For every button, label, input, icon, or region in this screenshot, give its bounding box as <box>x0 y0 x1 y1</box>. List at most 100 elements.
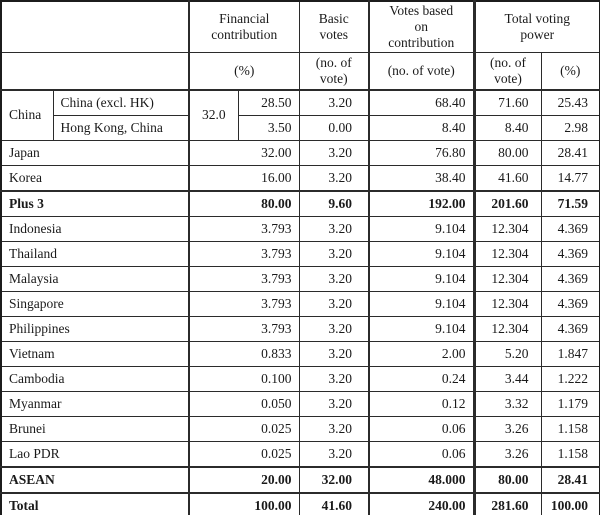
cell-financial-pct: 3.793 <box>188 266 300 292</box>
cell-total-votes: 12.304 <box>472 291 542 317</box>
cell-basic-votes: 3.20 <box>298 216 370 242</box>
cell-basic-votes: 3.20 <box>298 316 370 342</box>
stub-cell <box>0 0 190 53</box>
header-financial-contribution: Financial contribution <box>188 0 300 53</box>
cell-total-pct: 25.43 <box>540 89 600 116</box>
cell-financial-pct: 0.833 <box>188 341 300 367</box>
row-label: Vietnam <box>0 341 190 367</box>
header-row-units: (%) (no. of vote) (no. of vote) (no. of … <box>0 52 600 91</box>
cell-basic-votes: 3.20 <box>298 366 370 392</box>
table-row-plus3-subtotal: Plus 3 80.00 9.60 192.00 201.60 71.59 <box>0 190 600 217</box>
cell-total-pct: 4.369 <box>540 216 600 242</box>
table-row-thailand: Thailand 3.793 3.20 9.104 12.304 4.369 <box>0 241 600 267</box>
cell-votes-based: 9.104 <box>368 266 475 292</box>
cell-total-pct: 1.847 <box>540 341 600 367</box>
cell-total-votes: 3.26 <box>472 441 542 468</box>
cell-financial-pct: 20.00 <box>188 466 300 494</box>
stub-cell <box>0 52 190 91</box>
subheader-basic-votes-unit: (no. of vote) <box>298 52 370 91</box>
table-row-malaysia: Malaysia 3.793 3.20 9.104 12.304 4.369 <box>0 266 600 292</box>
row-label: Singapore <box>0 291 190 317</box>
row-label: China (excl. HK) <box>52 89 190 116</box>
cell-basic-votes: 0.00 <box>298 115 370 141</box>
cell-basic-votes: 3.20 <box>298 391 370 417</box>
cell-total-pct: 1.179 <box>540 391 600 417</box>
row-label: Cambodia <box>0 366 190 392</box>
cell-basic-votes: 3.20 <box>298 140 370 166</box>
cell-votes-based: 240.00 <box>368 492 475 515</box>
cell-total-pct: 1.158 <box>540 416 600 442</box>
cell-total-pct: 2.98 <box>540 115 600 141</box>
cell-total-votes: 80.00 <box>472 140 542 166</box>
cell-votes-based: 192.00 <box>368 190 475 217</box>
cell-financial-pct: 0.025 <box>188 416 300 442</box>
cell-basic-votes: 3.20 <box>298 165 370 192</box>
cell-financial-pct: 0.050 <box>188 391 300 417</box>
cell-financial-pct: 3.50 <box>237 115 300 141</box>
cell-total-votes: 3.32 <box>472 391 542 417</box>
row-label: Myanmar <box>0 391 190 417</box>
cell-total-pct: 28.41 <box>540 140 600 166</box>
cell-basic-votes: 32.00 <box>298 466 370 494</box>
table-row-asean-subtotal: ASEAN 20.00 32.00 48.000 80.00 28.41 <box>0 466 600 494</box>
row-label: Plus 3 <box>0 190 190 217</box>
cell-financial-pct: 3.793 <box>188 316 300 342</box>
cell-financial-pct: 100.00 <box>188 492 300 515</box>
subheader-votes-based-unit: (no. of vote) <box>368 52 475 91</box>
row-label: Philippines <box>0 316 190 342</box>
cell-total-votes: 41.60 <box>472 165 542 192</box>
row-label: ASEAN <box>0 466 190 494</box>
cell-total-votes: 71.60 <box>472 89 542 116</box>
cell-total-votes: 12.304 <box>472 316 542 342</box>
cell-total-votes: 12.304 <box>472 266 542 292</box>
header-row-groups: Financial contribution Basic votes Votes… <box>0 0 600 53</box>
cell-total-pct: 4.369 <box>540 241 600 267</box>
cell-votes-based: 9.104 <box>368 216 475 242</box>
table-row-vietnam: Vietnam 0.833 3.20 2.00 5.20 1.847 <box>0 341 600 367</box>
table-row-china-excl-hk: China China (excl. HK) 32.0 28.50 3.20 6… <box>0 89 600 141</box>
cell-votes-based: 0.06 <box>368 441 475 468</box>
cell-votes-based: 0.24 <box>368 366 475 392</box>
table-row-hong-kong: Hong Kong, China 3.50 0.00 8.40 8.40 2.9… <box>1 115 600 141</box>
cell-total-pct: 4.369 <box>540 316 600 342</box>
table-row-lao-pdr: Lao PDR 0.025 3.20 0.06 3.26 1.158 <box>0 441 600 468</box>
row-label: Japan <box>0 140 190 166</box>
table-row-singapore: Singapore 3.793 3.20 9.104 12.304 4.369 <box>0 291 600 317</box>
table-row-philippines: Philippines 3.793 3.20 9.104 12.304 4.36… <box>0 316 600 342</box>
row-label: Malaysia <box>0 266 190 292</box>
subheader-total-votes-unit: (no. of vote) <box>472 52 542 91</box>
cell-financial-pct: 3.793 <box>188 241 300 267</box>
cell-total-votes: 12.304 <box>472 216 542 242</box>
table-row-indonesia: Indonesia 3.793 3.20 9.104 12.304 4.369 <box>0 216 600 242</box>
cell-votes-based: 0.12 <box>368 391 475 417</box>
cell-financial-pct: 32.00 <box>188 140 300 166</box>
row-label: Korea <box>0 165 190 192</box>
table-row-japan: Japan 32.00 3.20 76.80 80.00 28.41 <box>0 140 600 166</box>
cell-votes-based: 76.80 <box>368 140 475 166</box>
cell-total-pct: 1.158 <box>540 441 600 468</box>
table-row-brunei: Brunei 0.025 3.20 0.06 3.26 1.158 <box>0 416 600 442</box>
table-row-total: Total 100.00 41.60 240.00 281.60 100.00 <box>0 492 600 515</box>
row-label: Lao PDR <box>0 441 190 468</box>
cell-votes-based: 9.104 <box>368 241 475 267</box>
cell-basic-votes: 3.20 <box>298 416 370 442</box>
cell-votes-based: 48.000 <box>368 466 475 494</box>
cell-votes-based: 38.40 <box>368 165 475 192</box>
cell-basic-votes: 9.60 <box>298 190 370 217</box>
cell-basic-votes: 41.60 <box>298 492 370 515</box>
cell-financial-pct: 3.793 <box>188 216 300 242</box>
cell-basic-votes: 3.20 <box>298 89 370 116</box>
subheader-financial-pct: (%) <box>188 52 300 91</box>
cell-financial-pct: 80.00 <box>188 190 300 217</box>
cell-total-pct: 14.77 <box>540 165 600 192</box>
cell-total-votes: 3.44 <box>472 366 542 392</box>
cell-total-pct: 1.222 <box>540 366 600 392</box>
cell-financial-pct: 28.50 <box>237 89 300 116</box>
header-votes-based: Votes based on contribution <box>368 0 475 53</box>
cell-votes-based: 68.40 <box>368 89 475 116</box>
row-label-china-group: China <box>0 89 54 141</box>
cell-basic-votes: 3.20 <box>298 441 370 468</box>
cell-financial-pct: 3.793 <box>188 291 300 317</box>
cell-total-votes: 3.26 <box>472 416 542 442</box>
